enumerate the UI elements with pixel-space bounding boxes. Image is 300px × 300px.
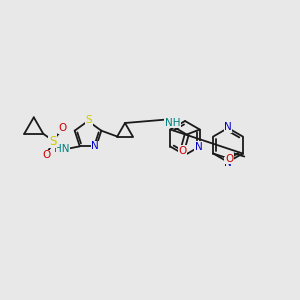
Text: S: S bbox=[86, 115, 92, 125]
Text: N: N bbox=[224, 158, 232, 168]
Text: HN: HN bbox=[54, 144, 70, 154]
Text: O: O bbox=[225, 154, 233, 164]
Text: O: O bbox=[43, 150, 51, 160]
Text: O: O bbox=[58, 123, 67, 133]
Text: N: N bbox=[92, 141, 99, 151]
Text: N: N bbox=[224, 122, 232, 132]
Text: S: S bbox=[49, 135, 56, 148]
Text: NH: NH bbox=[165, 118, 181, 128]
Text: N: N bbox=[195, 142, 203, 152]
Text: O: O bbox=[178, 146, 187, 155]
